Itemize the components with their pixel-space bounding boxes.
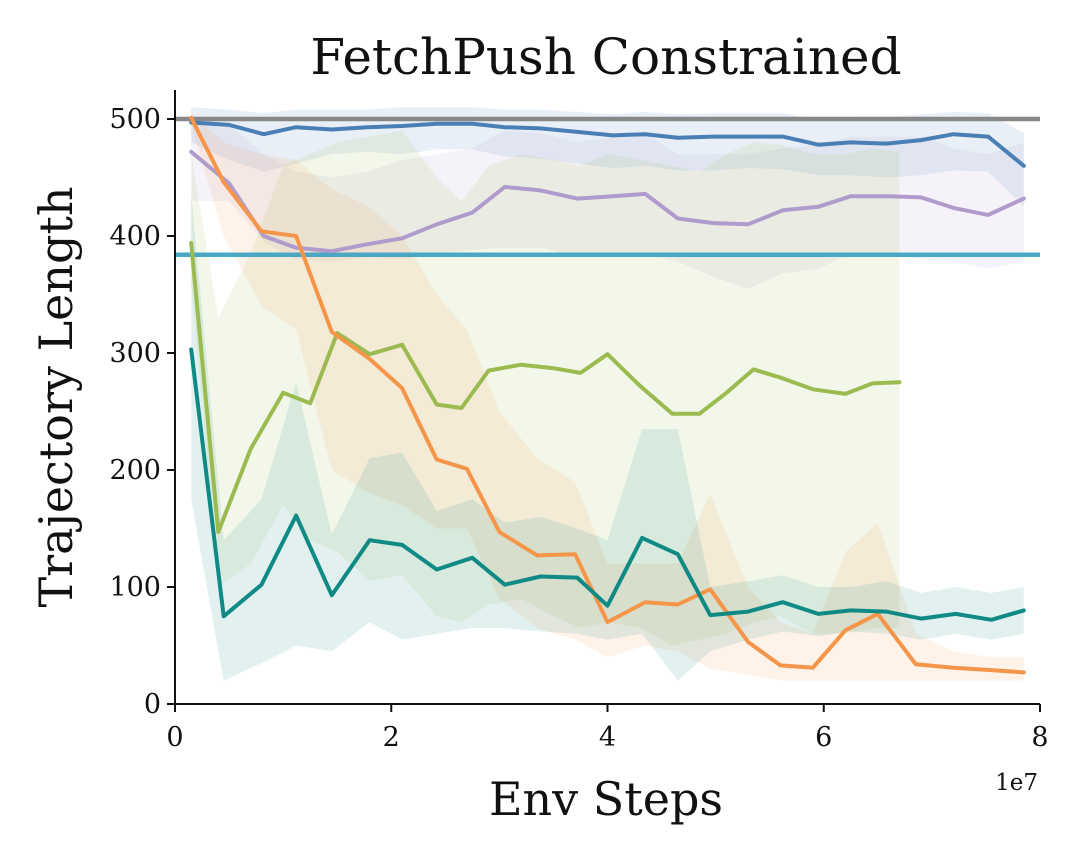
y-tick-label: 200 (109, 455, 161, 486)
y-tick-label: 500 (109, 104, 161, 135)
y-tick-label: 300 (109, 338, 161, 369)
reference-lines (175, 116, 1040, 257)
x-axis-offset-label: 1e7 (995, 770, 1038, 796)
purple-band (191, 119, 1024, 289)
green-band (191, 130, 900, 646)
y-tick-label: 400 (109, 221, 161, 252)
purple-series-line (189, 149, 1026, 254)
blue-series-line (189, 120, 1026, 168)
x-tick-label: 2 (383, 722, 400, 753)
y-ticks: 0 100 200 300 400 500 (109, 104, 175, 720)
x-ticks: 0 2 4 6 8 (166, 704, 1049, 753)
y-axis-label: Trajectory Length (29, 186, 83, 607)
x-tick-label: 6 (815, 722, 832, 753)
y-tick-label: 100 (109, 572, 161, 603)
y-tick-label: 0 (144, 689, 161, 720)
confidence-bands (191, 107, 1024, 681)
x-tick-label: 0 (166, 722, 183, 753)
orange-series-line (189, 115, 1026, 675)
blue-band (191, 107, 1024, 207)
teal-series-line (189, 347, 1026, 622)
green-series-line (189, 241, 902, 534)
x-axis-label: Env Steps (489, 772, 723, 826)
x-tick-label: 4 (599, 722, 616, 753)
teal-band (191, 195, 1024, 681)
series-lines (189, 115, 1026, 675)
x-tick-label: 8 (1031, 722, 1048, 753)
chart-title: FetchPush Constrained (310, 28, 901, 86)
